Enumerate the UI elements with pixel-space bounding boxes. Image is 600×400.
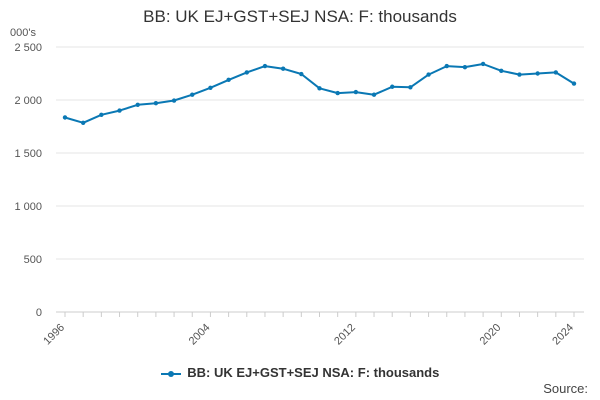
data-point (226, 77, 231, 83)
data-point (426, 72, 431, 77)
data-point (444, 63, 449, 69)
y-tick-label: 500 (24, 254, 42, 266)
data-point (317, 86, 322, 91)
data-point (535, 71, 540, 76)
x-axis: 1996 2004 2012 2020 2024 (41, 312, 576, 347)
y-tick-label: 2 000 (14, 95, 42, 107)
y-tick-label: 0 (36, 307, 42, 319)
x-tick-label: 2004 (187, 322, 213, 348)
series-line (64, 63, 575, 124)
legend-label: BB: UK EJ+GST+SEJ NSA: F: thousands (187, 365, 440, 380)
data-point (62, 115, 68, 120)
data-point (371, 92, 377, 97)
data-point (353, 89, 359, 95)
x-tick-label: 2020 (478, 322, 504, 348)
y-tick-label: 2 500 (14, 42, 42, 54)
y-tick-label: 1 500 (14, 148, 42, 160)
data-point (117, 108, 122, 113)
x-tick-label: 2012 (332, 322, 358, 348)
data-point (335, 90, 340, 96)
data-point (262, 63, 268, 69)
x-tick-label: 2024 (550, 322, 576, 348)
legend: BB: UK EJ+GST+SEJ NSA: F: thousands (0, 365, 600, 380)
series-group (62, 61, 577, 125)
data-point (408, 85, 413, 90)
data-point (499, 68, 504, 74)
data-point (571, 81, 577, 86)
data-point (80, 120, 86, 125)
source-label: Source: (543, 381, 588, 396)
y-tick-label: 1 000 (14, 201, 42, 213)
chart-title: BB: UK EJ+GST+SEJ NSA: F: thousands (143, 7, 457, 26)
data-point (299, 71, 304, 77)
data-point (390, 84, 395, 89)
y-axis-unit-label: 000's (10, 27, 36, 39)
y-axis: 0 500 1 000 1 500 2 000 2 500 (14, 42, 42, 319)
data-point (480, 61, 486, 67)
data-point (153, 100, 159, 106)
data-point (553, 70, 559, 75)
x-tick-label: 1996 (41, 322, 67, 348)
data-point (171, 98, 177, 103)
legend-swatch (160, 369, 181, 379)
data-point (190, 92, 195, 97)
data-point (99, 112, 104, 118)
data-point (208, 85, 213, 91)
data-point (517, 72, 522, 77)
data-point (244, 70, 249, 75)
data-point (462, 64, 468, 70)
data-point (135, 102, 140, 107)
data-point (280, 66, 286, 71)
